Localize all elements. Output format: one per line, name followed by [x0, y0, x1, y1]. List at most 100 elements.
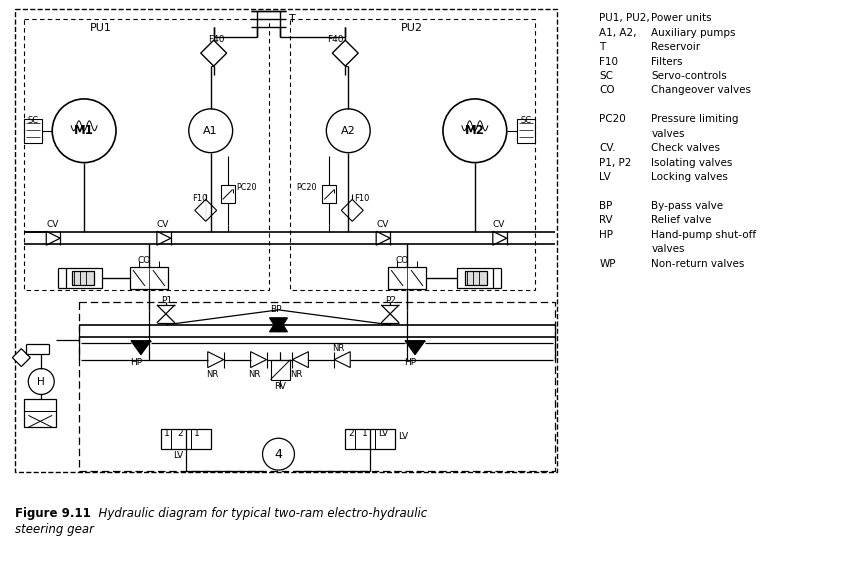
- Polygon shape: [201, 40, 227, 66]
- Text: SC: SC: [599, 71, 614, 81]
- Text: Pressure limiting: Pressure limiting: [651, 115, 739, 124]
- Text: valves: valves: [651, 129, 685, 139]
- Text: NR: NR: [290, 370, 303, 379]
- Text: Isolating valves: Isolating valves: [651, 158, 733, 168]
- Polygon shape: [493, 231, 507, 245]
- Text: 2: 2: [178, 429, 183, 438]
- Text: A1: A1: [204, 126, 218, 136]
- Polygon shape: [405, 341, 425, 354]
- Text: RV: RV: [599, 215, 613, 225]
- Bar: [130, 267, 168, 289]
- Text: A1, A2,: A1, A2,: [599, 28, 637, 38]
- Text: M1: M1: [74, 124, 94, 137]
- Text: HP: HP: [599, 230, 614, 240]
- Text: PC20: PC20: [599, 115, 627, 124]
- Text: HP: HP: [404, 358, 416, 367]
- Polygon shape: [131, 341, 151, 354]
- Text: CV: CV: [157, 221, 169, 229]
- Polygon shape: [335, 352, 350, 367]
- Text: LV: LV: [378, 429, 389, 438]
- Polygon shape: [12, 349, 30, 367]
- Polygon shape: [195, 200, 217, 221]
- Text: F40: F40: [327, 35, 344, 44]
- Text: CV.: CV.: [599, 143, 616, 153]
- Polygon shape: [342, 200, 363, 221]
- Polygon shape: [293, 352, 308, 367]
- Text: 1: 1: [362, 429, 368, 438]
- Text: SC: SC: [520, 116, 532, 125]
- Bar: [66, 268, 102, 288]
- Text: PC20: PC20: [236, 184, 257, 192]
- Bar: [24, 119, 42, 143]
- Text: P2: P2: [385, 296, 396, 305]
- Text: Hydraulic diagram for typical two-ram electro-hydraulic: Hydraulic diagram for typical two-ram el…: [91, 507, 427, 520]
- Bar: [72, 271, 94, 285]
- Text: BP: BP: [270, 305, 282, 314]
- Bar: [345, 429, 395, 449]
- Polygon shape: [157, 231, 171, 245]
- Text: Filters: Filters: [651, 57, 683, 66]
- Text: SC: SC: [27, 116, 39, 125]
- Text: HP: HP: [130, 358, 142, 367]
- Text: CO: CO: [137, 256, 151, 265]
- Polygon shape: [270, 318, 288, 332]
- Text: steering gear: steering gear: [15, 523, 94, 536]
- Text: LV: LV: [398, 431, 408, 441]
- Text: Power units: Power units: [651, 14, 712, 23]
- Text: T: T: [599, 42, 606, 52]
- Text: CO: CO: [395, 256, 408, 265]
- Text: A2: A2: [341, 126, 355, 136]
- Bar: [388, 267, 426, 289]
- Text: T: T: [289, 14, 296, 24]
- Text: PU1: PU1: [90, 23, 112, 33]
- Polygon shape: [208, 352, 223, 367]
- Text: F10: F10: [192, 194, 207, 204]
- Text: Non-return valves: Non-return valves: [651, 259, 745, 269]
- Bar: [15, 9, 556, 472]
- Bar: [161, 429, 211, 449]
- Text: Changeover valves: Changeover valves: [651, 86, 752, 95]
- Text: M2: M2: [465, 124, 484, 137]
- Text: LV: LV: [173, 451, 183, 460]
- Text: F10: F10: [354, 194, 370, 204]
- Bar: [323, 185, 336, 204]
- Bar: [221, 185, 235, 204]
- Polygon shape: [376, 231, 390, 245]
- Text: NR: NR: [332, 344, 345, 353]
- Text: PU2: PU2: [401, 23, 423, 33]
- Text: Hand-pump shut-off: Hand-pump shut-off: [651, 230, 757, 240]
- Text: 1: 1: [163, 429, 169, 438]
- Bar: [290, 19, 535, 290]
- Polygon shape: [46, 231, 60, 245]
- Text: Servo-controls: Servo-controls: [651, 71, 727, 81]
- Text: Figure 9.11: Figure 9.11: [15, 507, 91, 520]
- Text: CO: CO: [599, 86, 615, 95]
- Bar: [24, 19, 269, 290]
- Text: Relief valve: Relief valve: [651, 215, 711, 225]
- Text: Auxiliary pumps: Auxiliary pumps: [651, 28, 736, 38]
- Text: RV: RV: [275, 382, 287, 391]
- Text: CV: CV: [493, 221, 505, 229]
- Text: valves: valves: [651, 244, 685, 254]
- Text: 4: 4: [275, 448, 282, 460]
- Bar: [457, 268, 493, 288]
- Text: P1, P2: P1, P2: [599, 158, 632, 168]
- Text: CV: CV: [376, 221, 389, 229]
- Text: P1: P1: [161, 296, 172, 305]
- Text: F10: F10: [599, 57, 618, 66]
- Text: 1: 1: [193, 429, 199, 438]
- Text: BP: BP: [599, 201, 613, 211]
- Text: NR: NR: [248, 370, 261, 379]
- Text: PC20: PC20: [296, 184, 317, 192]
- Text: F40: F40: [208, 35, 224, 44]
- Bar: [270, 359, 290, 379]
- Text: H: H: [38, 376, 45, 387]
- Text: NR: NR: [205, 370, 218, 379]
- Text: LV: LV: [599, 172, 611, 182]
- Polygon shape: [332, 40, 358, 66]
- Bar: [517, 119, 535, 143]
- Text: WP: WP: [599, 259, 616, 269]
- Bar: [79, 302, 555, 471]
- Text: CV: CV: [46, 221, 58, 229]
- Text: By-pass valve: By-pass valve: [651, 201, 723, 211]
